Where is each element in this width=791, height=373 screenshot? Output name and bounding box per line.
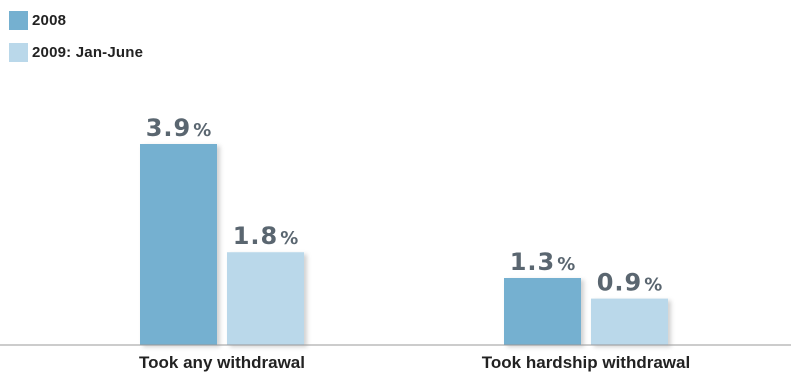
category-label-hardship: Took hardship withdrawal bbox=[482, 353, 690, 372]
legend-item-2008: 2008 bbox=[9, 9, 143, 31]
legend-item-2009: 2009: Jan-June bbox=[9, 41, 143, 63]
value-label-hardship-2009: 0.9% bbox=[597, 269, 663, 297]
legend-swatch-2009 bbox=[9, 42, 28, 62]
value-label-hardship-2008: 1.3% bbox=[510, 248, 576, 276]
legend-swatch-2008 bbox=[9, 10, 28, 30]
bar-any-2009 bbox=[227, 252, 304, 345]
bar-hardship-2009 bbox=[591, 298, 668, 345]
legend-label-2009: 2009: Jan-June bbox=[32, 43, 144, 61]
bar-hardship-2008 bbox=[504, 278, 581, 345]
legend-label-2008: 2008 bbox=[32, 11, 67, 29]
value-label-any-2008: 3.9% bbox=[146, 114, 212, 142]
bar-any-2008 bbox=[140, 144, 217, 345]
value-label-any-2009: 1.8% bbox=[233, 222, 299, 250]
legend: 2008 2009: Jan-June bbox=[9, 9, 143, 73]
category-label-any: Took any withdrawal bbox=[139, 353, 305, 372]
